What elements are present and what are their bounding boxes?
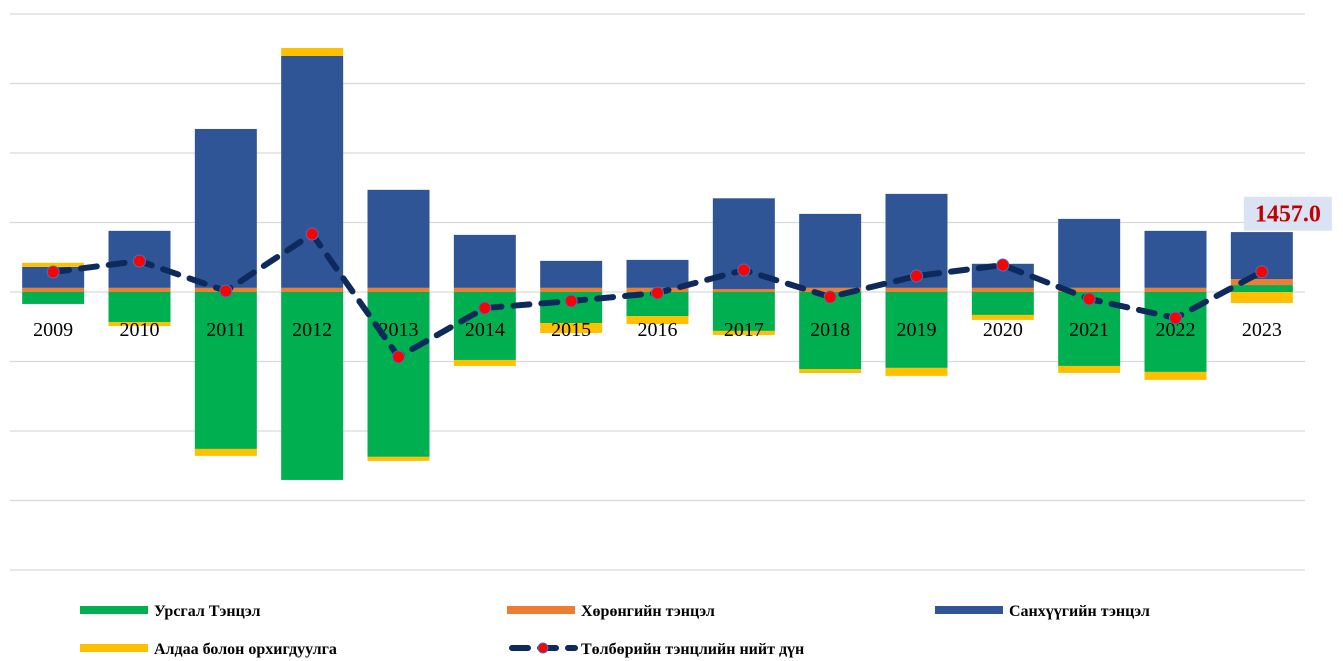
x-tick-label: 2009 — [33, 319, 73, 341]
line-marker — [478, 301, 492, 315]
bar — [712, 289, 775, 292]
legend-swatch — [80, 606, 148, 614]
bar — [281, 287, 344, 292]
bar — [1230, 285, 1293, 292]
line-marker — [910, 269, 923, 283]
bar — [626, 259, 689, 288]
bar — [22, 292, 85, 304]
bar — [453, 234, 516, 288]
bar — [885, 287, 948, 292]
x-tick-label: 2010 — [120, 319, 160, 341]
x-tick-label: 2011 — [206, 319, 245, 341]
line-marker — [219, 284, 233, 298]
bar — [712, 330, 775, 335]
x-tick-label: 2019 — [897, 319, 937, 341]
line-marker — [651, 286, 664, 300]
x-tick-label: 2013 — [379, 319, 419, 341]
legend-marker — [537, 642, 549, 654]
bar — [971, 287, 1034, 292]
bar — [194, 448, 257, 456]
bar — [971, 292, 1034, 315]
line-marker — [133, 254, 146, 268]
line-marker — [305, 227, 319, 241]
bar — [1144, 371, 1207, 380]
legend-label: Урсгал Тэнцэл — [154, 603, 260, 620]
legend-label: Санхүүгийн тэнцэл — [1009, 603, 1150, 620]
bar — [540, 287, 603, 292]
legend-label: Хөрөнгийн тэнцэл — [581, 603, 715, 620]
data-label: 1457.0 — [1255, 202, 1321, 228]
legend-swatch — [935, 606, 1003, 614]
line-marker — [392, 350, 405, 364]
line-marker — [564, 294, 578, 308]
legend-swatch — [507, 606, 575, 614]
x-tick-label: 2012 — [292, 319, 332, 341]
x-tick-label: 2020 — [983, 319, 1023, 341]
bar — [799, 213, 862, 288]
bar — [367, 189, 430, 288]
bar — [1058, 287, 1121, 292]
bar — [885, 292, 948, 368]
x-tick-label: 2017 — [724, 319, 764, 341]
bar — [194, 128, 257, 288]
line-marker — [1169, 311, 1182, 325]
bar — [367, 456, 430, 461]
bar — [367, 292, 430, 457]
bar — [1230, 292, 1293, 303]
bar — [194, 292, 257, 449]
x-tick-label: 2018 — [810, 319, 850, 341]
x-tick-label: 2014 — [465, 319, 505, 341]
x-tick-label: 2021 — [1069, 319, 1109, 341]
bar — [1058, 365, 1121, 373]
bar — [453, 287, 516, 292]
bar — [281, 55, 344, 288]
line-marker — [996, 258, 1010, 272]
bar — [367, 287, 430, 292]
bar — [799, 287, 862, 292]
line-marker — [1255, 265, 1269, 279]
bar — [540, 322, 603, 334]
bar — [885, 367, 948, 376]
data-label-box — [1243, 196, 1332, 231]
bar — [453, 359, 516, 366]
x-tick-label: 2022 — [1156, 319, 1196, 341]
bar — [1144, 287, 1207, 292]
legend-label: Алдаа болон орхигдуулга — [154, 641, 337, 658]
bar — [108, 287, 171, 292]
line-marker — [823, 290, 837, 304]
bar — [1144, 230, 1207, 288]
bar — [281, 47, 344, 56]
x-tick-label: 2016 — [638, 319, 678, 341]
x-tick-label: 2023 — [1242, 319, 1282, 341]
legend-label: Төлбөрийн тэнцлийн нийт дүн — [581, 641, 804, 658]
bar — [108, 292, 171, 323]
bar — [108, 322, 171, 327]
legend-swatch — [80, 644, 148, 652]
bar — [1230, 279, 1293, 286]
line-marker — [1082, 292, 1096, 306]
bar — [712, 292, 775, 331]
bar — [626, 316, 689, 325]
bar — [22, 262, 85, 267]
bar — [799, 292, 862, 370]
bar — [540, 260, 603, 288]
x-tick-label: 2015 — [551, 319, 591, 341]
line-marker — [46, 265, 60, 279]
bar — [971, 314, 1034, 320]
bar — [1058, 218, 1121, 288]
line-marker — [737, 263, 751, 277]
bar — [22, 287, 85, 292]
bar — [281, 292, 344, 480]
bar — [799, 369, 862, 374]
